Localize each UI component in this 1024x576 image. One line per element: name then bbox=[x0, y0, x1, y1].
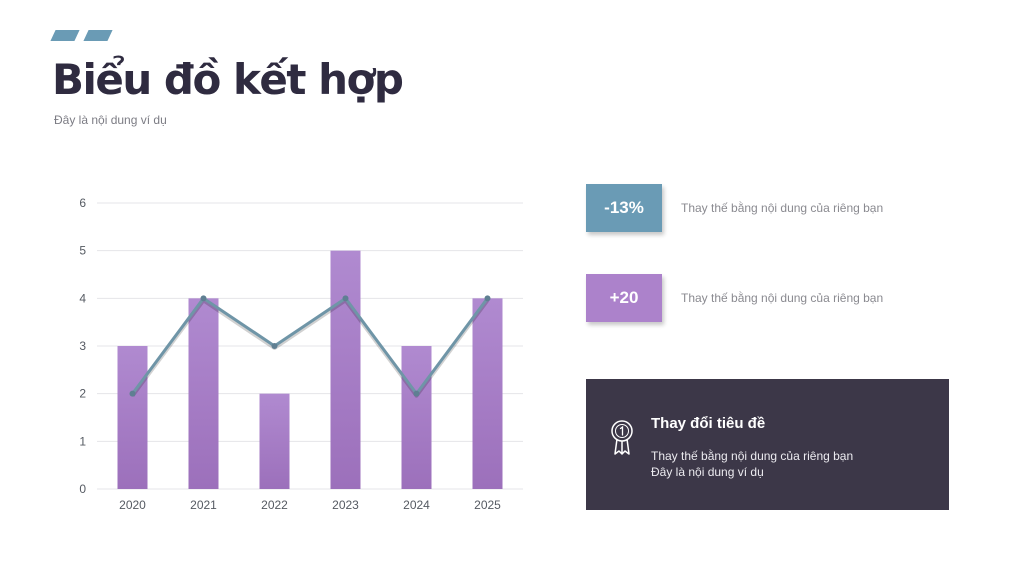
stat-description: Thay thế bằng nội dung của riêng bạn bbox=[681, 201, 884, 215]
y-tick-label: 3 bbox=[79, 339, 86, 353]
stat-description: Thay thế bằng nội dung của riêng bạn bbox=[681, 291, 884, 305]
line-point bbox=[342, 295, 349, 302]
y-tick-label: 6 bbox=[79, 196, 86, 210]
card-text-line: Thay thế bằng nội dung của riêng bạn bbox=[651, 449, 854, 463]
info-card: Thay đổi tiêu đề Thay thế bằng nội dung … bbox=[586, 379, 949, 510]
bar bbox=[259, 393, 290, 489]
title-accent-bar bbox=[83, 30, 113, 41]
x-tick-label: 2023 bbox=[332, 498, 359, 512]
x-tick-label: 2025 bbox=[474, 498, 501, 512]
line-point bbox=[271, 343, 278, 349]
x-tick-label: 2024 bbox=[403, 498, 430, 512]
x-tick-label: 2020 bbox=[119, 498, 146, 512]
title-accent-bar bbox=[50, 30, 80, 41]
card-title: Thay đổi tiêu đề bbox=[651, 415, 766, 432]
y-tick-label: 2 bbox=[79, 387, 86, 401]
stat-badge-decrease: -13% bbox=[586, 184, 662, 232]
bar bbox=[401, 346, 432, 489]
page-title: Biểu đồ kết hợp bbox=[52, 55, 404, 104]
stat-badge-increase: +20 bbox=[586, 274, 662, 322]
y-tick-label: 0 bbox=[79, 482, 86, 496]
line-point bbox=[200, 295, 207, 302]
bar bbox=[330, 250, 361, 489]
y-tick-label: 5 bbox=[79, 244, 86, 258]
combo-chart: 0 1 2 3 4 5 6 2020 2021 2022 2023 2024 2025 bbox=[79, 196, 523, 512]
line-series bbox=[131, 296, 489, 396]
medal-icon bbox=[611, 419, 633, 462]
x-tick-label: 2021 bbox=[190, 498, 217, 512]
bar bbox=[117, 346, 148, 489]
line-point bbox=[129, 390, 136, 397]
y-tick-label: 1 bbox=[79, 434, 86, 448]
line-point bbox=[484, 295, 491, 302]
bar bbox=[188, 298, 219, 489]
page-subtitle: Đây là nội dung ví dụ bbox=[54, 113, 167, 127]
x-tick-label: 2022 bbox=[261, 498, 288, 512]
bar bbox=[472, 298, 503, 489]
line-point bbox=[413, 390, 420, 397]
card-text-line: Đây là nội dung ví dụ bbox=[651, 465, 764, 479]
y-tick-label: 4 bbox=[79, 291, 86, 305]
line-series-shadow bbox=[130, 298, 490, 398]
